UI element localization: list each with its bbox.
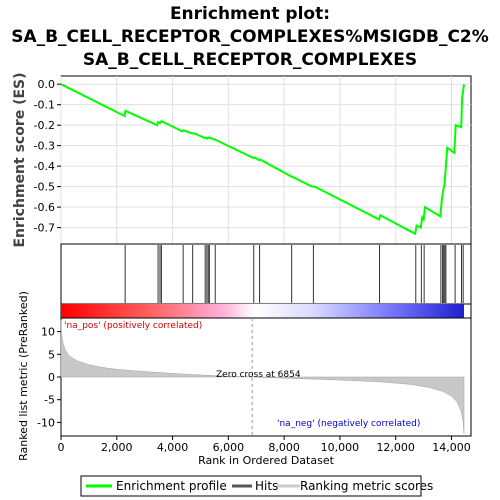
hits-panel — [60, 243, 472, 305]
title-line-1: Enrichment plot: — [170, 4, 330, 24]
title-line-3: SA_B_CELL_RECEPTOR_COMPLEXES — [83, 50, 417, 70]
metric-ylabel: Ranked list metric (PreRanked) — [17, 291, 30, 461]
hits-panel-frame — [60, 243, 472, 305]
es-yticks: 0.0 -0.1 -0.2 -0.3 -0.4 -0.5 -0.6 -0.7 — [34, 78, 61, 235]
annotation-pos: 'na_pos' (positively correlated) — [64, 321, 202, 331]
annotation-zero-cross: Zero cross at 6854 — [216, 370, 301, 380]
es-grid — [60, 76, 471, 244]
ranking-metric-area — [60, 320, 465, 434]
es-ytick-label: 0.0 — [38, 78, 56, 91]
es-ylabel: Enrichment score (ES) — [12, 72, 28, 247]
metric-ytick-label: 0 — [48, 371, 55, 384]
annotation-neg: 'na_neg' (negatively correlated) — [277, 419, 420, 429]
enrichment-profile-line — [60, 83, 465, 236]
metric-ytick-label: -10 — [37, 416, 55, 429]
metric-ytick-label: 10 — [41, 326, 55, 339]
metric-panel: 10 5 0 -5 -10 'na_pos' (positively correlate… — [17, 291, 472, 461]
legend-enrichment-label: Enrichment profile — [116, 479, 227, 493]
legend-metric-label: Ranking metric scores — [300, 479, 433, 493]
metric-ytick-label: 5 — [48, 348, 55, 361]
x-tick-label: 6,000 — [213, 441, 245, 454]
es-ytick-label: -0.6 — [34, 201, 55, 214]
x-tick-label: 0 — [58, 441, 65, 454]
es-ytick-label: -0.4 — [34, 160, 55, 173]
x-axis-label: Rank in Ordered Dataset — [198, 454, 335, 467]
es-ytick-label: -0.3 — [34, 140, 55, 153]
metric-yticks: 10 5 0 -5 -10 — [37, 326, 61, 429]
x-tick-label: 12,000 — [376, 441, 415, 454]
metric-ytick-label: -5 — [44, 394, 55, 407]
es-ytick-label: -0.7 — [34, 222, 55, 235]
title-line-2: SA_B_CELL_RECEPTOR_COMPLEXES%MSIGDB_C2% — [11, 27, 489, 47]
es-ytick-label: -0.5 — [34, 181, 55, 194]
legend-hits-label: Hits — [255, 479, 278, 493]
legend: Enrichment profile Hits Ranking metric s… — [80, 475, 433, 497]
es-panel-frame — [60, 75, 472, 245]
x-tick-label: 8,000 — [268, 441, 300, 454]
es-panel: 0.0 -0.1 -0.2 -0.3 -0.4 -0.5 -0.6 -0.7 Enrichme… — [12, 72, 472, 248]
x-tick-label: 2,000 — [101, 441, 133, 454]
x-axis-ticks: 0 2,000 4,000 6,000 8,000 10,000 12,000 14,000 — [58, 436, 471, 454]
x-tick-label: 4,000 — [157, 441, 189, 454]
x-tick-label: 14,000 — [432, 441, 471, 454]
es-ytick-label: -0.1 — [34, 99, 55, 112]
ranking-colorbar — [61, 304, 464, 318]
hit-lines — [124, 245, 464, 303]
x-tick-label: 10,000 — [321, 441, 360, 454]
es-ytick-label: -0.2 — [34, 119, 55, 132]
